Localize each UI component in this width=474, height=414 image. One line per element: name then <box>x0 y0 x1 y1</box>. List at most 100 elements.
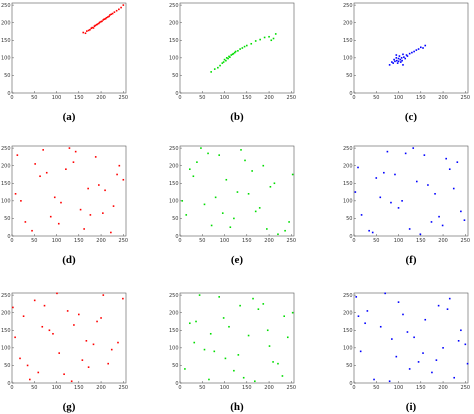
y-tick-label: 200 <box>169 163 179 169</box>
point <box>402 53 404 56</box>
point <box>399 58 402 61</box>
point <box>218 154 220 156</box>
point <box>102 212 104 214</box>
point <box>193 341 196 344</box>
point <box>87 187 89 190</box>
x-tick-label: 50 <box>373 95 379 101</box>
point <box>460 210 462 213</box>
x-tick-label: 250 <box>287 95 297 101</box>
plot-frame <box>11 2 127 94</box>
point <box>364 322 366 325</box>
point <box>427 184 429 186</box>
point <box>388 64 391 66</box>
point <box>259 38 261 41</box>
y-tick-label: 50 <box>4 216 10 222</box>
point <box>368 229 370 232</box>
point <box>402 313 404 316</box>
point <box>91 26 93 29</box>
point <box>118 8 120 11</box>
point <box>228 325 230 328</box>
point <box>402 64 404 66</box>
x-tick-label: 50 <box>31 385 37 391</box>
point <box>392 62 394 64</box>
y-tick-label: 50 <box>4 363 10 369</box>
point <box>395 57 398 59</box>
point <box>108 15 110 18</box>
point <box>225 59 227 62</box>
point <box>405 54 408 56</box>
plot-frame <box>353 2 469 94</box>
point <box>456 161 459 163</box>
point <box>116 173 118 176</box>
point <box>236 191 239 193</box>
point <box>254 210 257 213</box>
point <box>383 171 385 174</box>
point <box>408 228 411 230</box>
point <box>286 336 289 339</box>
point <box>408 52 411 55</box>
point <box>118 164 121 167</box>
point <box>110 348 113 351</box>
y-tick-label: 150 <box>343 328 353 334</box>
point <box>373 378 375 381</box>
point <box>106 16 109 18</box>
point <box>19 357 21 360</box>
point <box>209 332 212 335</box>
point <box>101 20 103 23</box>
point <box>92 343 95 346</box>
point <box>230 54 233 56</box>
point <box>397 207 400 209</box>
point <box>77 313 80 316</box>
point <box>122 4 125 6</box>
point <box>390 201 392 204</box>
point <box>240 149 242 151</box>
point <box>229 56 231 58</box>
point <box>274 33 277 35</box>
point <box>359 350 362 353</box>
y-tick-label: 0 <box>175 91 178 97</box>
point <box>188 322 191 325</box>
x-tick-label: 150 <box>416 95 426 101</box>
point <box>96 320 98 323</box>
point <box>198 294 201 296</box>
point <box>288 221 290 223</box>
point <box>16 154 19 156</box>
point <box>419 46 422 49</box>
point <box>446 308 449 310</box>
x-tick-label: 250 <box>119 385 129 391</box>
x-tick-label: 250 <box>287 385 297 391</box>
point <box>262 303 265 305</box>
point <box>281 375 284 377</box>
point <box>219 64 221 67</box>
point <box>397 60 400 63</box>
point <box>408 368 411 370</box>
point <box>398 55 401 57</box>
x-tick-label: 150 <box>242 238 252 244</box>
x-tick-label: 200 <box>264 385 274 391</box>
y-tick-label: 100 <box>169 346 179 352</box>
point <box>113 11 116 13</box>
y-tick-label: 100 <box>1 346 11 352</box>
point <box>422 352 424 354</box>
point <box>57 222 60 225</box>
point <box>192 175 195 178</box>
y-tick-label: 250 <box>169 293 179 299</box>
point <box>222 317 225 319</box>
point <box>184 368 186 370</box>
x-tick-label: 150 <box>416 385 426 391</box>
point <box>89 28 91 31</box>
x-tick-label: 0 <box>178 238 181 244</box>
x-tick-label: 200 <box>96 238 106 244</box>
point <box>375 177 378 179</box>
point <box>79 208 82 211</box>
point <box>103 18 105 20</box>
point <box>231 53 234 56</box>
y-tick-label: 150 <box>169 38 179 44</box>
point <box>257 308 260 310</box>
point <box>452 187 455 190</box>
point <box>438 215 440 218</box>
point <box>411 51 413 54</box>
point <box>413 50 415 53</box>
x-tick-label: 250 <box>287 238 297 244</box>
point <box>357 166 359 169</box>
